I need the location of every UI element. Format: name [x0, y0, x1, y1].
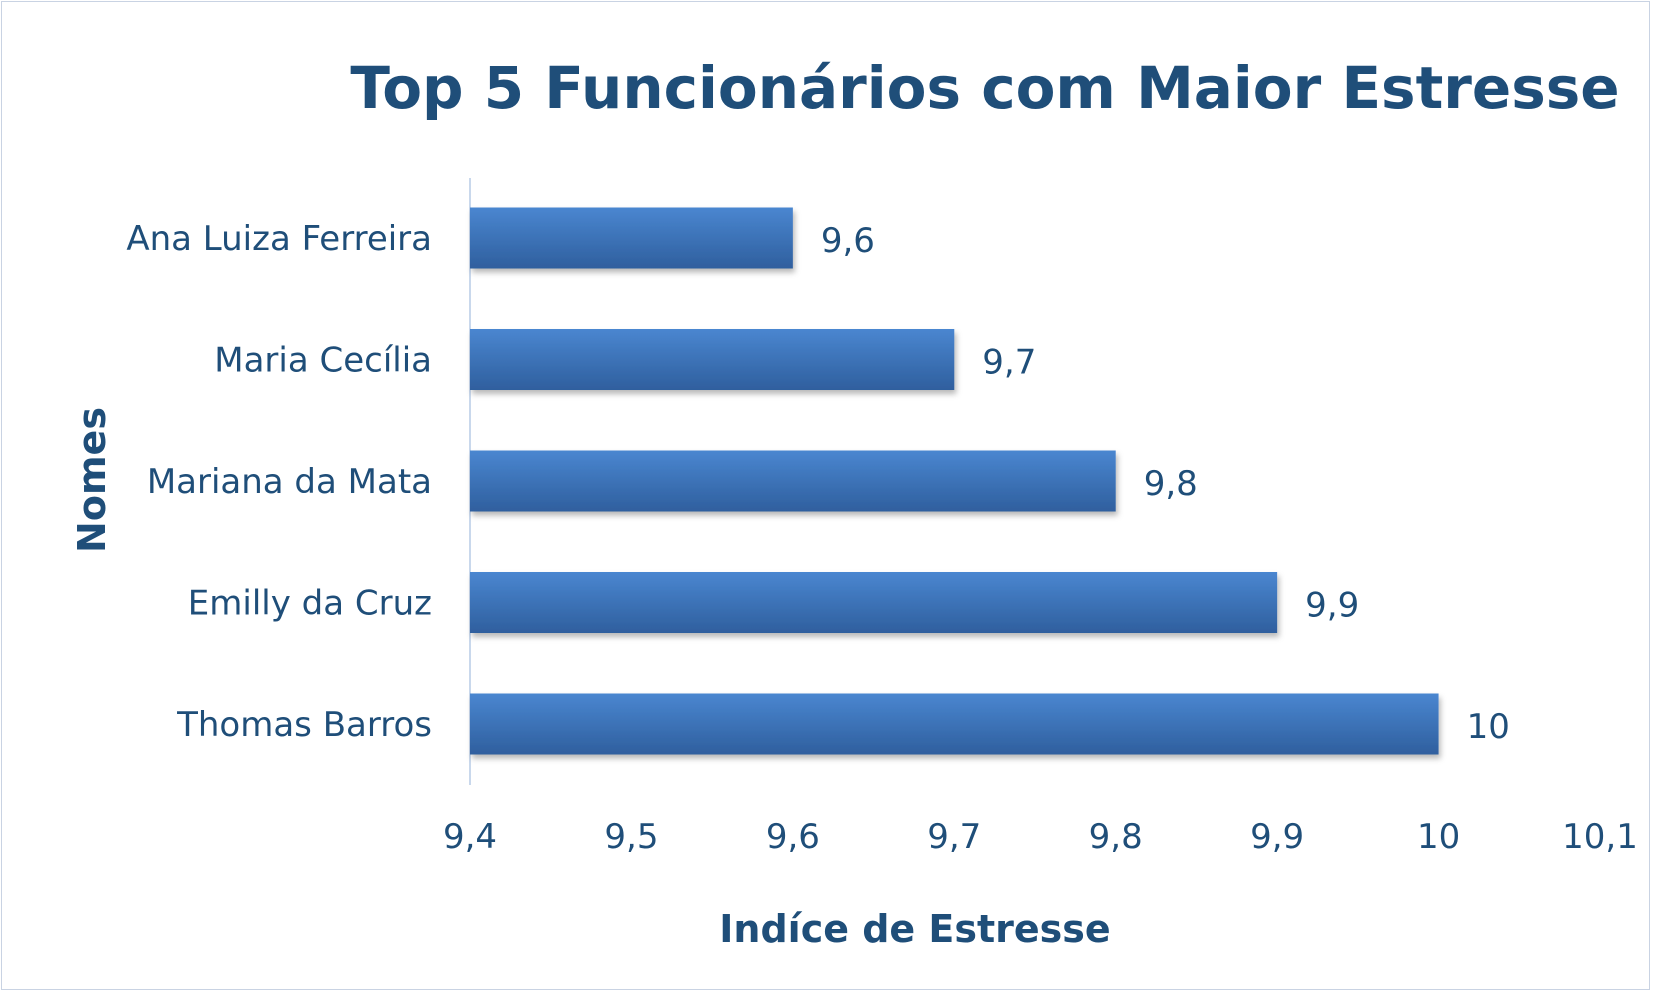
category-label: Emilly da Cruz	[188, 584, 432, 624]
data-labels: 9,6 9,7 9,8 9,9 10	[821, 221, 1510, 747]
bar	[470, 693, 1439, 755]
x-tick-labels: 9,4 9,5 9,6 9,7 9,8 9,9 10 10,1	[443, 817, 1638, 857]
x-tick-label: 9,6	[766, 817, 820, 857]
category-label: Ana Luiza Ferreira	[126, 219, 432, 259]
x-axis-title: Indíce de Estresse	[719, 907, 1110, 951]
x-tick-label: 10,1	[1562, 817, 1638, 857]
x-tick-label: 9,4	[443, 817, 497, 857]
chart-title: Top 5 Funcionários com Maior Estresse	[350, 54, 1619, 122]
data-label: 10	[1467, 707, 1510, 747]
category-label: Thomas Barros	[176, 705, 432, 745]
x-tick-label: 10	[1417, 817, 1460, 857]
x-tick-label: 9,7	[927, 817, 981, 857]
category-label: Maria Cecília	[214, 341, 432, 381]
bars-group	[470, 207, 1439, 755]
y-axis-title: Nomes	[70, 407, 114, 553]
bar	[470, 329, 955, 390]
data-label: 9,6	[821, 221, 875, 261]
bar	[470, 450, 1116, 512]
category-labels: Ana Luiza Ferreira Maria Cecília Mariana d…	[126, 219, 432, 745]
data-label: 9,8	[1144, 464, 1198, 504]
x-tick-label: 9,5	[604, 817, 658, 857]
data-label: 9,9	[1305, 586, 1359, 626]
bar	[470, 572, 1278, 633]
data-label: 9,7	[982, 343, 1036, 383]
x-tick-label: 9,9	[1250, 817, 1304, 857]
category-label: Mariana da Mata	[147, 462, 432, 502]
x-tick-label: 9,8	[1089, 817, 1143, 857]
bar	[470, 207, 793, 269]
